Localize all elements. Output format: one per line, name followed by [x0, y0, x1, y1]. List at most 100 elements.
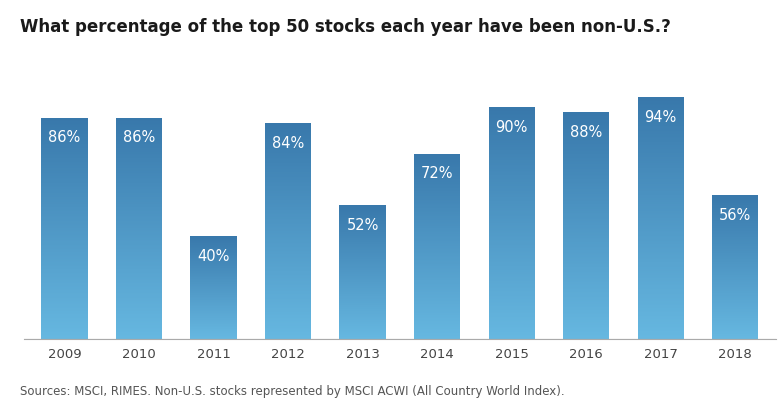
- Bar: [563, 235, 609, 236]
- Bar: [42, 134, 88, 135]
- Bar: [637, 312, 684, 313]
- Text: 86%: 86%: [49, 131, 81, 145]
- Bar: [488, 271, 535, 273]
- Bar: [265, 166, 311, 167]
- Bar: [414, 201, 460, 202]
- Bar: [116, 245, 162, 246]
- Bar: [563, 262, 609, 263]
- Bar: [42, 272, 88, 273]
- Bar: [116, 317, 162, 318]
- Bar: [488, 284, 535, 286]
- Bar: [42, 289, 88, 290]
- Bar: [191, 324, 237, 325]
- Bar: [637, 153, 684, 154]
- Bar: [339, 251, 386, 252]
- Bar: [116, 189, 162, 191]
- Bar: [191, 259, 237, 260]
- Bar: [637, 238, 684, 239]
- Bar: [42, 216, 88, 217]
- Bar: [414, 314, 460, 315]
- Bar: [488, 319, 535, 320]
- Bar: [414, 159, 460, 160]
- Bar: [563, 311, 609, 313]
- Bar: [637, 311, 684, 312]
- Bar: [414, 245, 460, 246]
- Bar: [563, 217, 609, 219]
- Bar: [265, 334, 311, 335]
- Bar: [637, 157, 684, 159]
- Bar: [637, 316, 684, 317]
- Bar: [414, 328, 460, 329]
- Bar: [42, 264, 88, 266]
- Bar: [563, 159, 609, 160]
- Bar: [637, 235, 684, 236]
- Bar: [42, 323, 88, 324]
- Bar: [42, 250, 88, 251]
- Bar: [488, 300, 535, 302]
- Bar: [42, 141, 88, 142]
- Bar: [339, 320, 386, 321]
- Bar: [191, 242, 237, 243]
- Bar: [42, 180, 88, 181]
- Bar: [42, 136, 88, 137]
- Bar: [42, 184, 88, 185]
- Bar: [265, 270, 311, 271]
- Bar: [712, 273, 758, 274]
- Bar: [265, 220, 311, 221]
- Bar: [42, 288, 88, 289]
- Bar: [265, 314, 311, 315]
- Bar: [637, 180, 684, 182]
- Bar: [265, 289, 311, 290]
- Bar: [488, 113, 535, 114]
- Bar: [116, 122, 162, 123]
- Bar: [563, 309, 609, 310]
- Bar: [414, 281, 460, 282]
- Bar: [42, 314, 88, 315]
- Bar: [488, 333, 535, 334]
- Bar: [637, 144, 684, 145]
- Bar: [563, 204, 609, 205]
- Bar: [414, 240, 460, 242]
- Bar: [488, 120, 535, 121]
- Bar: [712, 250, 758, 251]
- Bar: [42, 222, 88, 223]
- Bar: [637, 308, 684, 310]
- Bar: [265, 257, 311, 258]
- Bar: [563, 253, 609, 254]
- Bar: [488, 281, 535, 282]
- Bar: [414, 188, 460, 189]
- Bar: [265, 238, 311, 239]
- Bar: [637, 232, 684, 233]
- Bar: [712, 324, 758, 325]
- Bar: [637, 138, 684, 139]
- Bar: [116, 228, 162, 229]
- Bar: [488, 240, 535, 242]
- Bar: [191, 320, 237, 321]
- Bar: [414, 295, 460, 296]
- Bar: [488, 143, 535, 144]
- Bar: [712, 212, 758, 213]
- Bar: [563, 186, 609, 187]
- Bar: [488, 188, 535, 189]
- Bar: [414, 207, 460, 208]
- Bar: [488, 271, 535, 272]
- Bar: [265, 317, 311, 318]
- Bar: [414, 301, 460, 302]
- Bar: [42, 249, 88, 250]
- Bar: [339, 335, 386, 336]
- Text: 72%: 72%: [421, 166, 453, 182]
- Bar: [488, 150, 535, 151]
- Bar: [116, 256, 162, 257]
- Bar: [42, 228, 88, 229]
- Bar: [191, 333, 237, 334]
- Bar: [637, 278, 684, 279]
- Bar: [265, 324, 311, 325]
- Bar: [712, 278, 758, 279]
- Bar: [116, 332, 162, 333]
- Bar: [339, 310, 386, 311]
- Bar: [637, 156, 684, 157]
- Bar: [414, 163, 460, 164]
- Bar: [414, 173, 460, 174]
- Bar: [265, 208, 311, 209]
- Bar: [712, 251, 758, 252]
